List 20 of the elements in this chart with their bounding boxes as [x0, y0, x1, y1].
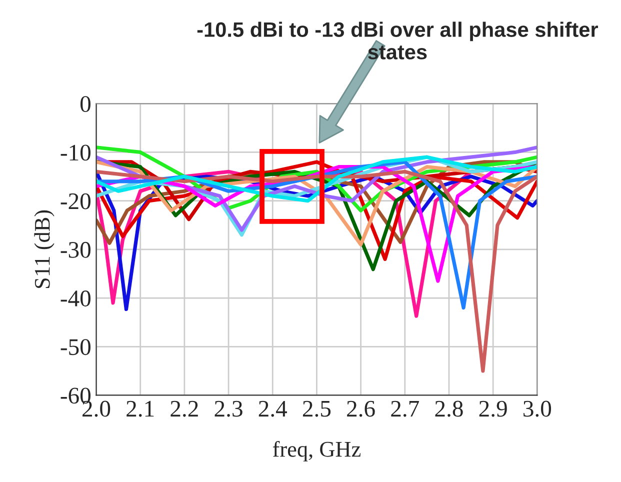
x-tick-label: 2.8 [435, 400, 463, 417]
x-tick-label: 2.5 [302, 400, 331, 417]
x-tick-label: 2.7 [391, 400, 419, 417]
y-axis-title: S11 (dB) [34, 210, 54, 288]
x-tick-label: 3.0 [524, 400, 552, 417]
x-tick-label: 2.4 [258, 400, 288, 417]
y-tick-label: 0 [80, 96, 90, 112]
line-series [96, 170, 538, 373]
x-axis-title: freq, GHz [272, 440, 361, 462]
x-tick-label: 2.6 [347, 400, 375, 417]
y-tick-label: -10 [60, 144, 90, 161]
y-tick-label: -50 [60, 339, 90, 356]
y-tick-label: -30 [60, 242, 90, 258]
line-series [96, 155, 538, 203]
x-tick-label: 2.3 [214, 400, 242, 417]
y-tick-label: -40 [60, 290, 90, 306]
x-tick-label: 2.9 [479, 400, 507, 417]
x-tick-label: 2.2 [170, 400, 198, 417]
x-tick-label: 2.1 [126, 400, 154, 417]
y-tick-label: -20 [60, 193, 90, 210]
